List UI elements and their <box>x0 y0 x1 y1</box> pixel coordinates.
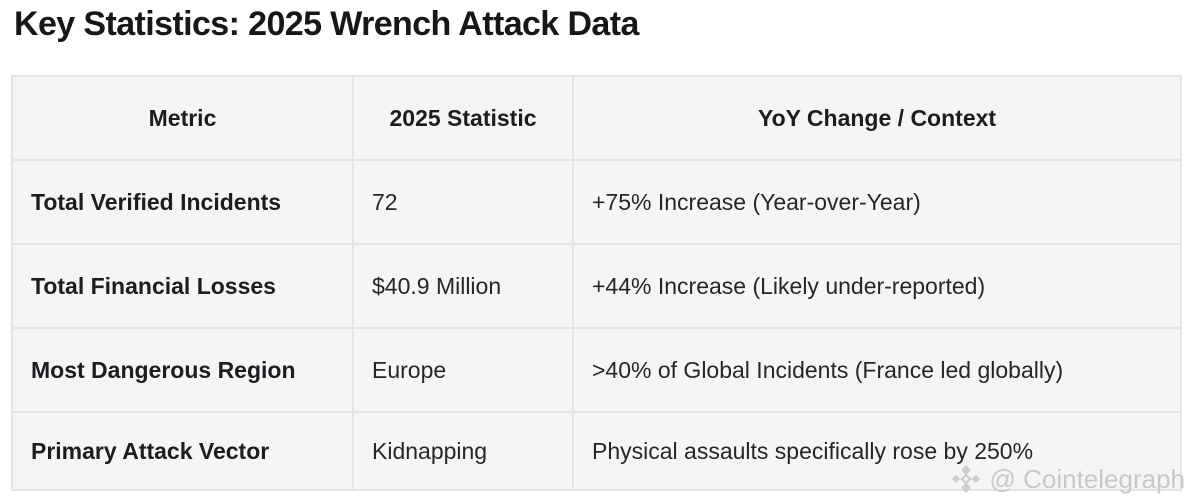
statistic-cell: $40.9 Million <box>352 243 574 329</box>
context-cell: +75% Increase (Year-over-Year) <box>572 159 1182 245</box>
metric-cell: Most Dangerous Region <box>11 327 354 413</box>
column-header-statistic: 2025 Statistic <box>352 75 574 161</box>
statistic-cell: Europe <box>352 327 574 413</box>
column-header-metric: Metric <box>11 75 354 161</box>
context-cell: +44% Increase (Likely under-reported) <box>572 243 1182 329</box>
page-title: Key Statistics: 2025 Wrench Attack Data <box>14 5 639 43</box>
context-cell: Physical assaults specifically rose by 2… <box>572 411 1182 491</box>
table-row: Most Dangerous Region Europe >40% of Glo… <box>11 327 1182 413</box>
statistic-cell: Kidnapping <box>352 411 574 491</box>
table-header-row: Metric 2025 Statistic YoY Change / Conte… <box>11 75 1182 161</box>
metric-cell: Primary Attack Vector <box>11 411 354 491</box>
context-cell: >40% of Global Incidents (France led glo… <box>572 327 1182 413</box>
statistics-table: Metric 2025 Statistic YoY Change / Conte… <box>11 75 1182 491</box>
table-row: Total Financial Losses $40.9 Million +44… <box>11 243 1182 329</box>
table-row: Primary Attack Vector Kidnapping Physica… <box>11 411 1182 491</box>
table-row: Total Verified Incidents 72 +75% Increas… <box>11 159 1182 245</box>
metric-cell: Total Financial Losses <box>11 243 354 329</box>
metric-cell: Total Verified Incidents <box>11 159 354 245</box>
column-header-context: YoY Change / Context <box>572 75 1182 161</box>
statistic-cell: 72 <box>352 159 574 245</box>
